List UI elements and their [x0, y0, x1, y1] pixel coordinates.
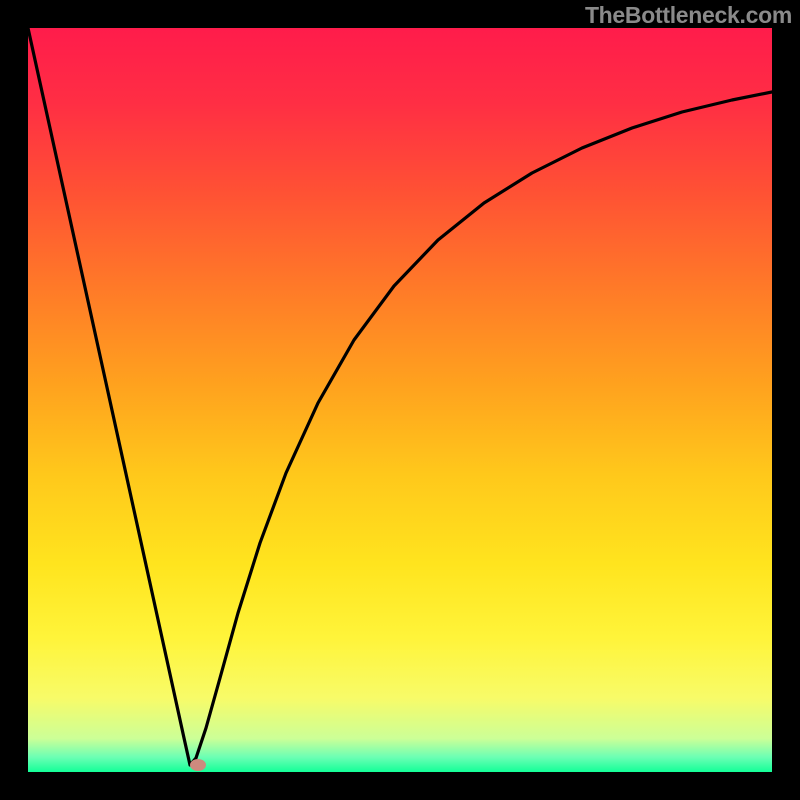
optimal-marker: [190, 759, 206, 771]
watermark-text: TheBottleneck.com: [585, 2, 792, 29]
bottleneck-chart: [0, 0, 800, 800]
gradient-background: [28, 28, 772, 772]
chart-container: TheBottleneck.com: [0, 0, 800, 800]
